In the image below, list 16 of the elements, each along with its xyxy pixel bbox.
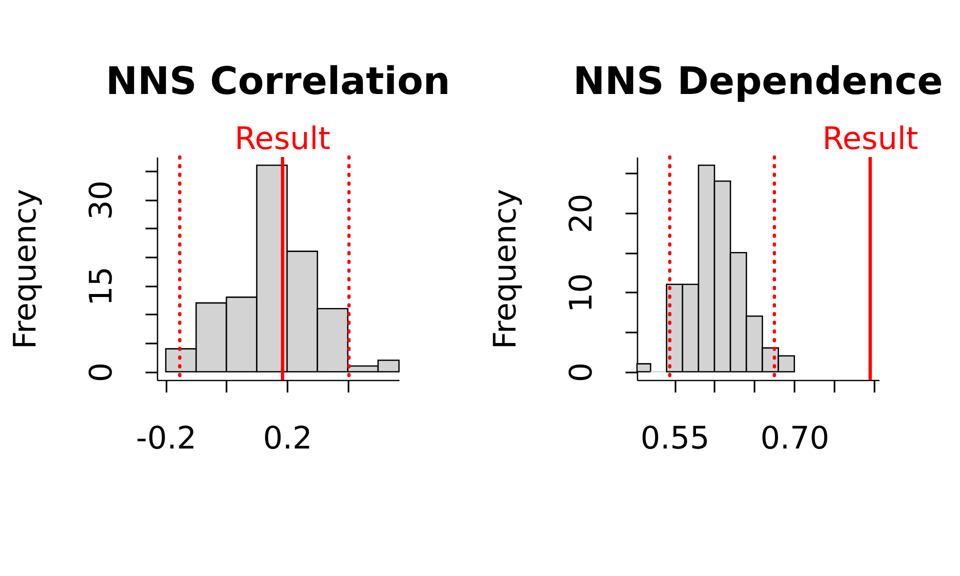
x-tick-label: 0.2 <box>262 420 312 456</box>
y-axis-title: Frequency <box>8 188 44 350</box>
y-tick-label: 10 <box>564 273 600 313</box>
y-tick-label: 0 <box>84 362 120 382</box>
x-tick-label: 0.70 <box>760 420 830 456</box>
ref-line-label: Result <box>234 121 330 157</box>
chart-title: NNS Dependence <box>573 59 943 103</box>
chart-title: NNS Correlation <box>106 59 450 103</box>
x-tick-label: -0.2 <box>136 420 197 456</box>
y-tick-label: 30 <box>84 180 120 220</box>
y-axis-title: Frequency <box>488 188 524 350</box>
y-tick-label: 15 <box>84 266 120 306</box>
ref-line-label: Result <box>822 121 918 157</box>
y-tick-label: 20 <box>564 194 600 234</box>
y-tick-label: 0 <box>564 362 600 382</box>
x-tick-label: 0.55 <box>640 420 710 456</box>
